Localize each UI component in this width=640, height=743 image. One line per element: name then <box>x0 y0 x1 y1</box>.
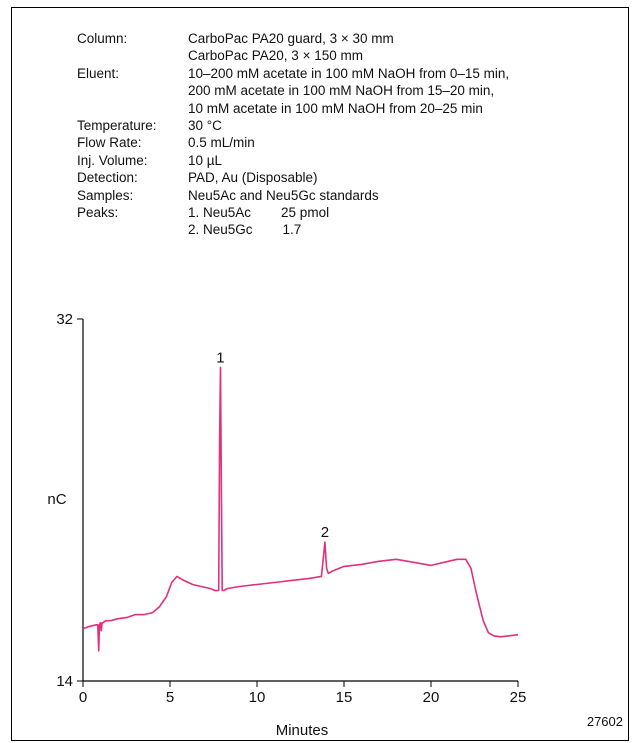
condition-row: Flow Rate: 0.5 mL/min <box>77 134 509 151</box>
condition-label: Peaks: <box>77 205 119 221</box>
condition-value: CarboPac PA20 guard, 3 × 30 mm <box>188 31 394 46</box>
condition-row: Eluent: 10–200 mM acetate in 100 mM NaOH … <box>77 65 509 82</box>
x-tick-label: 10 <box>249 689 266 706</box>
condition-value: CarboPac PA20, 3 × 150 mm <box>188 48 363 64</box>
x-tick-label: 0 <box>79 689 87 706</box>
condition-label: Detection: <box>77 170 138 186</box>
y-tick-label: 32 <box>56 311 73 328</box>
condition-value: Neu5Ac and Neu5Gc standards <box>188 187 379 203</box>
x-tick-label: 5 <box>166 689 174 706</box>
x-tick-label: 20 <box>423 689 440 706</box>
condition-row: 10 mM acetate in 100 mM NaOH from 20–25 … <box>77 100 509 117</box>
condition-label: Inj. Volume: <box>77 152 148 168</box>
figure-frame <box>11 7 629 741</box>
condition-row: 2. Neu5Gc 1.7 <box>77 221 509 238</box>
condition-row: 200 mM acetate in 100 mM NaOH from 15–20… <box>77 82 509 99</box>
chromatogram-trace <box>82 366 519 652</box>
condition-label: Samples: <box>77 187 134 203</box>
peak-label: 2 <box>321 524 329 541</box>
axes-group: 0 5 10 15 20 25 14 32 <box>56 311 526 706</box>
y-tick-label: 14 <box>56 673 73 690</box>
x-axis-label: Minutes <box>276 722 329 739</box>
condition-value: 10 µL <box>188 152 223 168</box>
condition-row: Column: CarboPac PA20 guard, 3 × 30 mm <box>77 30 509 47</box>
condition-value: 200 mM acetate in 100 mM NaOH from 15–20… <box>188 83 495 99</box>
condition-value: 0.5 mL/min <box>188 135 255 151</box>
condition-value: PAD, Au (Disposable) <box>188 170 318 186</box>
condition-row: Peaks: 1. Neu5Ac 25 pmol <box>77 204 509 221</box>
condition-label: Column: <box>77 31 128 46</box>
peak-label: 1 <box>216 349 224 366</box>
condition-row: Detection: PAD, Au (Disposable) <box>77 169 509 186</box>
y-axis-label: nC <box>47 491 66 508</box>
trace-layer: 12 <box>82 349 519 652</box>
condition-value: 10 mM acetate in 100 mM NaOH from 20–25 … <box>188 100 483 116</box>
condition-row: Temperature: 30 °C <box>77 117 509 134</box>
figure-id: 27602 <box>587 714 623 729</box>
condition-row: Samples: Neu5Ac and Neu5Gc standards <box>77 187 509 204</box>
condition-value: 2. Neu5Gc 1.7 <box>188 222 302 238</box>
condition-row: Inj. Volume: 10 µL <box>77 152 509 169</box>
condition-value: 10–200 mM acetate in 100 mM NaOH from 0–… <box>188 65 510 81</box>
condition-value: 30 °C <box>188 118 222 134</box>
condition-label: Flow Rate: <box>77 135 142 151</box>
x-tick-label: 15 <box>336 689 353 706</box>
condition-row: CarboPac PA20, 3 × 150 mm <box>77 47 509 64</box>
x-tick-label: 25 <box>510 689 527 706</box>
condition-label: Eluent: <box>77 65 120 81</box>
condition-value: 1. Neu5Ac 25 pmol <box>188 205 330 221</box>
condition-label: Temperature: <box>77 118 157 134</box>
conditions-block: Column: CarboPac PA20 guard, 3 × 30 mm Car… <box>77 30 509 239</box>
